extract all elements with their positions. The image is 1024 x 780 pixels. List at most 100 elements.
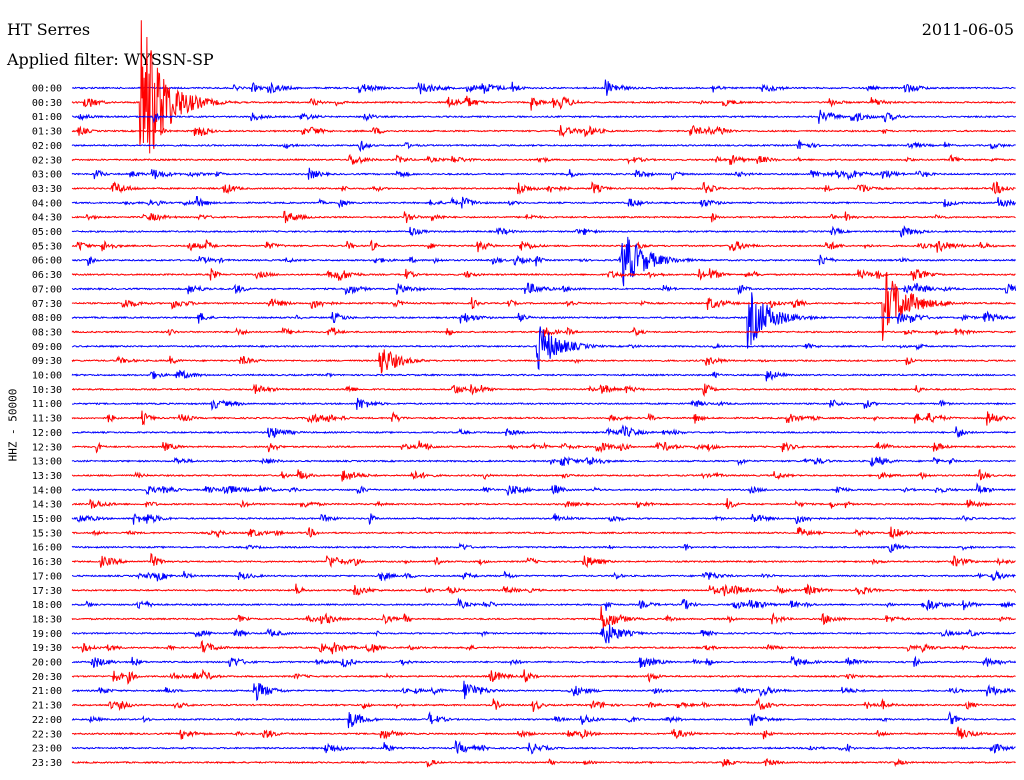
row-label: 19:00 <box>32 629 62 640</box>
trace-row <box>71 268 1016 281</box>
row-label: 18:30 <box>32 614 62 625</box>
trace-row <box>71 440 1016 454</box>
row-label: 19:30 <box>32 643 62 654</box>
trace-row <box>71 239 1016 253</box>
trace-row <box>71 552 1016 569</box>
row-label: 07:00 <box>32 284 62 295</box>
row-label: 12:30 <box>32 442 62 453</box>
trace-row <box>71 282 1017 296</box>
row-label: 08:00 <box>32 313 62 324</box>
trace-row <box>71 153 1016 165</box>
trace-row <box>71 181 1016 195</box>
trace-row <box>71 109 1016 124</box>
row-label: 04:00 <box>32 198 62 209</box>
trace-row <box>71 383 1016 398</box>
trace-row <box>71 369 1016 382</box>
trace-row <box>71 210 1016 224</box>
trace-row <box>71 726 1016 740</box>
row-label: 10:00 <box>32 371 62 382</box>
row-label: 18:00 <box>32 600 62 611</box>
trace-row <box>71 655 1017 668</box>
row-label: 21:30 <box>32 701 62 712</box>
row-label: 00:00 <box>32 84 62 95</box>
trace-row <box>71 139 1016 153</box>
trace-row <box>71 526 1016 540</box>
trace-row <box>71 606 1016 629</box>
row-label: 12:00 <box>32 428 62 439</box>
row-label: 05:00 <box>32 227 62 238</box>
row-label: 04:30 <box>32 213 62 224</box>
row-label: 05:30 <box>32 241 62 252</box>
trace-row <box>71 758 1016 768</box>
trace-row <box>71 271 1016 341</box>
row-label: 23:00 <box>32 744 62 755</box>
row-label: 08:30 <box>32 327 62 338</box>
trace-row <box>71 167 1016 181</box>
row-labels: 00:00 00:30 01:00 01:30 02:00 02:30 03:00 03:30… <box>32 84 62 769</box>
station-title: HT Serres <box>7 20 91 39</box>
row-label: 16:00 <box>32 543 62 554</box>
trace-row <box>71 597 1016 612</box>
row-label: 13:30 <box>32 471 62 482</box>
trace-row <box>71 20 1016 154</box>
row-label: 17:00 <box>32 571 62 582</box>
row-label: 03:30 <box>32 184 62 195</box>
trace-row <box>71 498 1016 510</box>
trace-row <box>71 639 1017 655</box>
row-label: 02:30 <box>32 155 62 166</box>
row-label: 03:00 <box>32 170 62 181</box>
row-label: 00:30 <box>32 98 62 109</box>
trace-row <box>71 456 1016 467</box>
row-label: 15:00 <box>32 514 62 525</box>
trace-row <box>71 326 1016 371</box>
trace-row <box>71 468 1016 482</box>
trace-row <box>71 349 1016 374</box>
trace-row <box>71 624 1016 644</box>
row-label: 10:30 <box>32 385 62 396</box>
filter-label: Applied filter: WYSSN-SP <box>7 50 214 69</box>
trace-row <box>71 542 1016 554</box>
trace-row <box>71 79 1016 96</box>
trace-row <box>71 710 1016 729</box>
row-label: 16:30 <box>32 557 62 568</box>
trace-row <box>71 697 1017 712</box>
trace-row <box>71 195 1017 209</box>
row-label: 06:00 <box>32 256 62 267</box>
trace-row <box>71 482 1016 496</box>
trace-row <box>71 583 1017 597</box>
row-label: 21:00 <box>32 686 62 697</box>
trace-row <box>71 513 1016 526</box>
row-label: 13:00 <box>32 457 62 468</box>
trace-row <box>71 326 1016 338</box>
row-label: 07:30 <box>32 299 62 310</box>
row-label: 23:30 <box>32 758 62 769</box>
row-label: 17:30 <box>32 586 62 597</box>
row-label: 11:00 <box>32 399 62 410</box>
trace-row <box>71 739 1016 755</box>
trace-row <box>71 236 1016 287</box>
row-label: 14:00 <box>32 485 62 496</box>
trace-row <box>71 225 1016 238</box>
trace-row <box>71 569 1016 582</box>
row-label: 11:30 <box>32 414 62 425</box>
row-label: 06:30 <box>32 270 62 281</box>
row-label: 01:30 <box>32 127 62 138</box>
row-label: 22:30 <box>32 729 62 740</box>
traces <box>71 20 1017 768</box>
row-label: 09:30 <box>32 356 62 367</box>
date-label: 2011-06-05 <box>921 20 1014 39</box>
row-label: 15:30 <box>32 528 62 539</box>
trace-row <box>71 424 1016 439</box>
row-label: 01:00 <box>32 112 62 123</box>
row-label: 20:00 <box>32 658 62 669</box>
trace-row <box>71 410 1016 426</box>
row-label: 20:30 <box>32 672 62 683</box>
trace-row <box>71 668 1016 685</box>
trace-row <box>71 397 1016 412</box>
trace-row <box>71 292 1016 349</box>
row-label: 22:00 <box>32 715 62 726</box>
row-label: 02:00 <box>32 141 62 152</box>
trace-row <box>71 125 1016 138</box>
